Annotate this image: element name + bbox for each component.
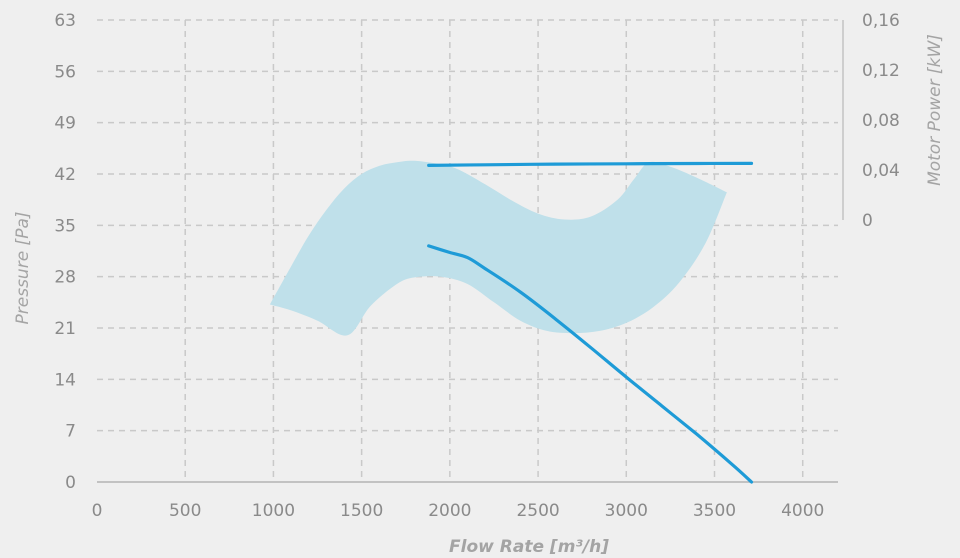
axis-lines	[97, 20, 844, 483]
right-tick-label: 0	[862, 211, 873, 231]
x-tick-label: 1500	[340, 501, 383, 521]
x-tick-label: 3000	[605, 501, 648, 521]
right-tick-label: 0,12	[862, 61, 900, 81]
x-tick-label: 1000	[252, 501, 295, 521]
operating-band-area	[269, 160, 727, 336]
left-tick-label: 63	[54, 11, 76, 31]
left-tick-label: 56	[54, 62, 76, 82]
grid-lines	[97, 19, 838, 482]
right-tick-label: 0,16	[862, 11, 900, 31]
left-tick-label: 28	[54, 268, 76, 288]
left-tick-label: 7	[65, 422, 76, 442]
left-tick-label: 49	[54, 114, 76, 134]
pressure-curve-line	[427, 244, 754, 484]
left-y-axis-title: Pressure [Pa]	[13, 212, 33, 325]
right-tick-label: 0,04	[862, 161, 900, 181]
x-axis-title: Flow Rate [m³/h]	[449, 537, 609, 557]
right-y-axis-title: Motor Power [kW]	[925, 34, 945, 186]
x-tick-label: 4000	[781, 501, 824, 521]
x-tick-label: 2000	[428, 501, 471, 521]
x-tick-label: 2500	[516, 501, 559, 521]
x-tick-label: 3500	[693, 501, 736, 521]
left-tick-label: 21	[54, 319, 76, 339]
right-tick-label: 0,08	[862, 111, 900, 131]
left-tick-label: 42	[54, 165, 76, 185]
operating-range-band	[269, 160, 727, 336]
left-tick-label: 0	[65, 473, 76, 493]
left-tick-label: 35	[54, 216, 76, 236]
series-lines	[427, 161, 754, 484]
power-curve-line	[427, 161, 754, 167]
left-tick-label: 14	[54, 370, 76, 390]
x-tick-label: 500	[169, 501, 201, 521]
x-tick-label: 0	[92, 501, 103, 521]
tick-labels: 0 7 14 21 28 35 42 49 56 63 0 500 1000 1500 2000 2500 30…	[54, 11, 900, 521]
